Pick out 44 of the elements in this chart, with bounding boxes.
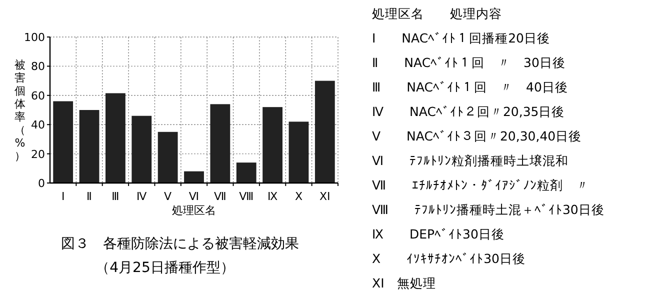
bar [158, 132, 178, 183]
text: 処理区名 処理内容 [372, 6, 502, 21]
text: 図３ 各種防除法による被害軽減効果 [61, 236, 299, 252]
text: Ⅲ NACﾍﾞｲﾄ１回 〃 40日後 [372, 80, 568, 94]
text: Ⅸ DEPﾍﾞｲﾄ30日後 [372, 226, 504, 242]
y-tick-label: 100 [24, 31, 45, 44]
x-axis-title: 処理区名 [172, 204, 216, 217]
text: Ⅱ NACﾍﾞｲﾄ１回 〃 30日後 [372, 55, 566, 70]
bar [314, 80, 335, 183]
bar [288, 122, 309, 183]
bar [262, 107, 282, 183]
x-tick-label: Ⅲ [112, 190, 120, 203]
x-tick-label: Ⅱ [86, 190, 92, 203]
x-tick-label: Ⅷ [239, 190, 254, 203]
text: Ⅴ NACﾍﾞｲﾄ３回〃20,30,40日後 [372, 128, 582, 144]
bar [53, 101, 74, 183]
text: Ⅵ ﾃﾌﾙﾄﾘﾝ粒剤播種時土壌混和 [372, 153, 569, 168]
x-tick-label: Ⅸ [268, 190, 278, 203]
x-tick-label: Ⅶ [214, 190, 226, 203]
text: Ⅳ NACﾍﾞｲﾄ２回〃20,35日後 [372, 104, 565, 119]
bar [236, 162, 256, 183]
x-tick-label: Ⅰ [61, 190, 65, 203]
x-tick-label: Ⅵ [188, 190, 200, 203]
bar [106, 93, 126, 183]
x-tick-label: Ⅴ [164, 190, 172, 203]
x-tick-label: Ⅹ [294, 190, 303, 203]
text: Ⅷ ﾃﾌﾙﾄﾘﾝ播種時土混＋ﾍﾞｲﾄ30日後 [372, 202, 604, 217]
text: Ⅰ NACﾍﾞｲﾄ１回播種20日後 [372, 30, 550, 46]
y-tick-label: 60 [31, 89, 45, 102]
y-tick-label: 40 [31, 118, 45, 132]
y-tick-label: 80 [31, 60, 45, 74]
text: Ⅹ ｲｿｷｻﾁｵﾝﾍﾞｲﾄ30日後 [372, 251, 526, 266]
y-tick-label: 0 [38, 177, 45, 190]
x-tick-label: Ⅳ [136, 190, 148, 203]
y-axis-title: 被害個体率（%） [14, 58, 26, 162]
bar [132, 116, 152, 183]
bar [210, 104, 230, 183]
x-tick-label: ⅩⅠ [320, 190, 330, 203]
text: Ⅶ ｴﾁﾙﾁｵﾒﾄﾝ・ﾀﾞｲｱｼﾞﾉﾝ粒剤 〃 [372, 178, 589, 192]
text: （4月25日播種作型） [96, 260, 234, 276]
text: ⅩⅠ 無処理 [372, 276, 436, 290]
y-tick-label: 20 [31, 148, 45, 161]
bar [79, 110, 100, 183]
bar [184, 171, 204, 183]
